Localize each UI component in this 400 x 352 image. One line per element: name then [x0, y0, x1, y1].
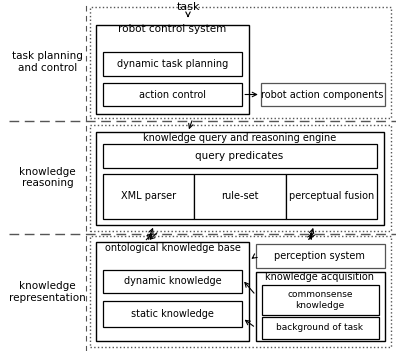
Text: knowledge query and reasoning engine: knowledge query and reasoning engine	[143, 133, 336, 143]
Bar	[103, 174, 194, 219]
Text: XML parser: XML parser	[121, 191, 176, 201]
Text: background of task: background of task	[276, 323, 363, 332]
Bar	[90, 125, 390, 231]
Bar	[96, 132, 384, 225]
Text: dynamic task planning: dynamic task planning	[117, 59, 228, 69]
Bar	[103, 83, 242, 106]
Bar	[103, 52, 242, 76]
Text: action control: action control	[139, 89, 206, 100]
Text: ontological knowledge base: ontological knowledge base	[104, 243, 240, 253]
Bar	[194, 174, 286, 219]
Text: task: task	[176, 2, 200, 12]
Text: static knowledge: static knowledge	[131, 309, 214, 319]
Text: knowledge
reasoning: knowledge reasoning	[19, 167, 76, 188]
Text: knowledge
representation: knowledge representation	[9, 282, 86, 303]
Bar	[90, 7, 390, 118]
Bar	[96, 25, 249, 114]
Bar	[103, 301, 242, 327]
Bar	[256, 244, 385, 268]
Bar	[262, 317, 379, 339]
Text: dynamic knowledge: dynamic knowledge	[124, 276, 221, 287]
Bar	[103, 270, 242, 293]
Bar	[103, 144, 377, 168]
Text: robot control system: robot control system	[118, 24, 227, 34]
Text: perceptual fusion: perceptual fusion	[289, 191, 374, 201]
Text: query predicates: query predicates	[195, 151, 284, 161]
Bar	[261, 83, 385, 106]
Bar	[256, 271, 385, 341]
Bar	[90, 236, 390, 347]
Text: knowledge acquisition: knowledge acquisition	[265, 272, 374, 282]
Text: rule-set: rule-set	[221, 191, 258, 201]
Text: task planning
and control: task planning and control	[12, 51, 83, 73]
Text: perception system: perception system	[274, 251, 365, 261]
Bar	[96, 242, 249, 341]
Text: robot action components: robot action components	[262, 89, 384, 100]
Text: commonsense
knowledge: commonsense knowledge	[287, 290, 352, 310]
Bar	[286, 174, 377, 219]
Bar	[262, 285, 379, 315]
